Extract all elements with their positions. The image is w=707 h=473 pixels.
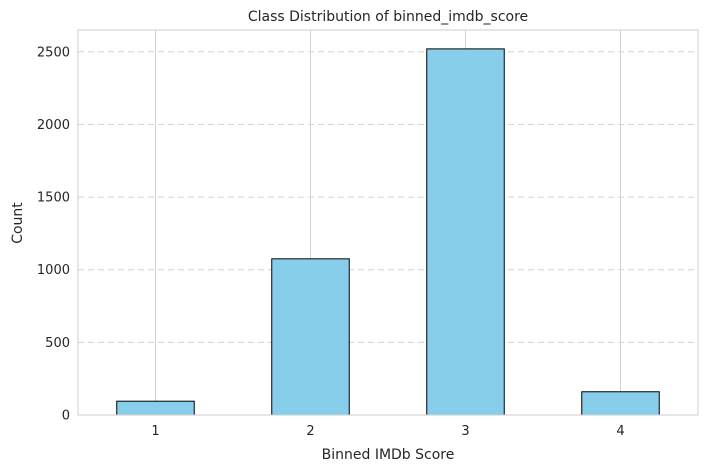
x-axis-label: Binned IMDb Score	[322, 447, 455, 463]
y-tick-label: 2000	[37, 118, 70, 133]
x-tick-label: 3	[461, 424, 469, 439]
y-axis-label: Count	[10, 202, 26, 244]
x-tick-labels: 1 2 3 4	[151, 424, 624, 439]
y-tick-label: 1000	[37, 263, 70, 278]
y-tick-label: 1500	[37, 191, 70, 206]
bar-3	[426, 48, 505, 416]
bars-layer	[116, 48, 660, 416]
x-tick-label: 4	[616, 424, 624, 439]
y-tick-label: 500	[45, 336, 70, 351]
plot-frame	[77, 29, 699, 416]
bar-2	[271, 258, 350, 416]
y-tick-labels: 0 500 1000 1500 2000 2500	[37, 45, 70, 423]
bar-1	[116, 400, 195, 416]
x-tick-label: 1	[151, 424, 159, 439]
x-tick-label: 2	[306, 424, 314, 439]
y-tick-label: 2500	[37, 45, 70, 60]
bar-4	[581, 391, 660, 416]
grid-layer	[78, 30, 698, 416]
chart-title: Class Distribution of binned_imdb_score	[248, 9, 528, 25]
y-tick-label: 0	[62, 409, 70, 424]
